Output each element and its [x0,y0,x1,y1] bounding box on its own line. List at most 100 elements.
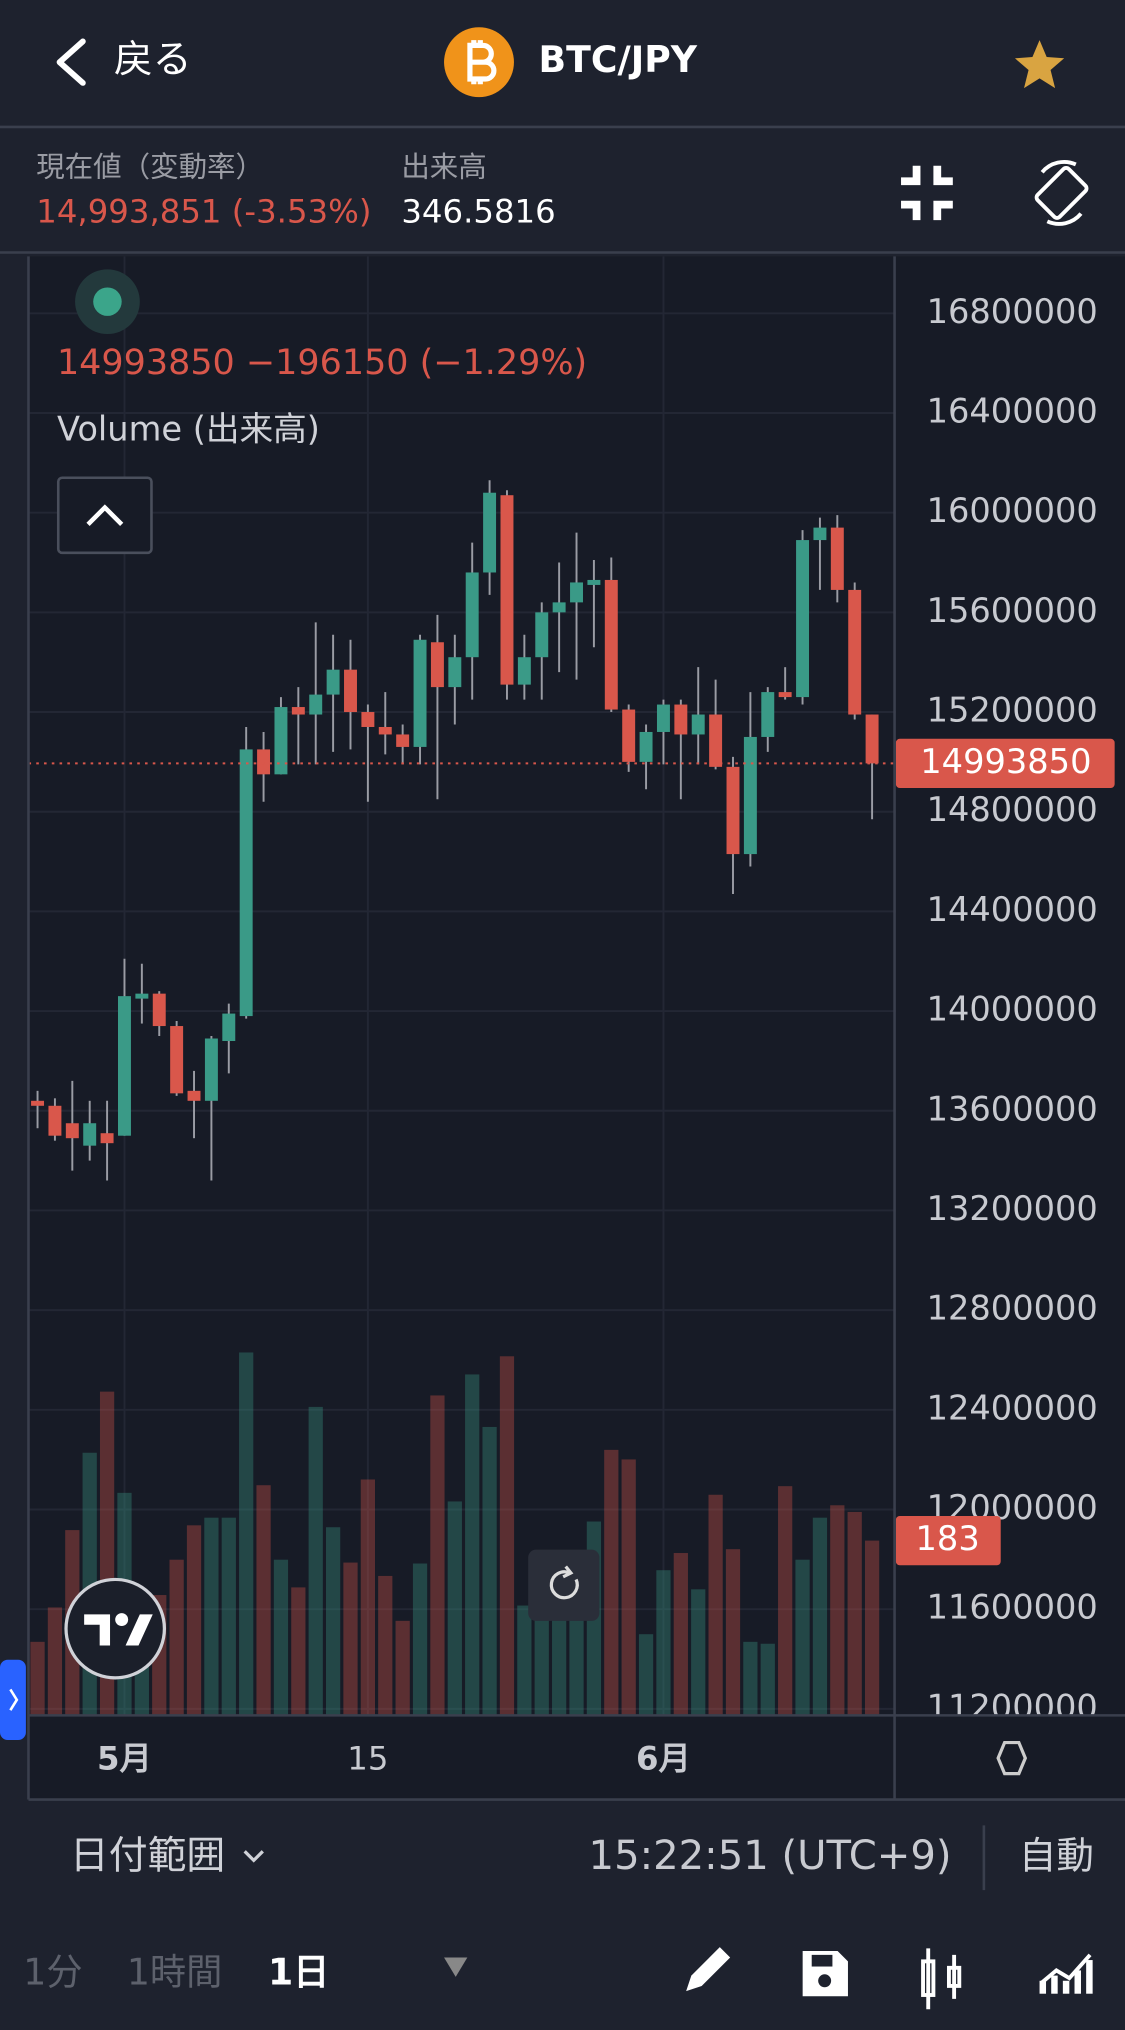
tradingview-mark [115,1613,129,1627]
y-tick-label: 16400000 [927,391,1098,430]
favorite-star[interactable] [1014,40,1065,89]
candle-body [430,642,444,688]
price-value: 14,993,851 (-3.53%) [36,193,371,231]
volume-bar [169,1559,184,1716]
dropdown-icon [243,1850,264,1863]
volume-bar [517,1605,532,1716]
more-intervals[interactable] [444,1957,468,1977]
tradingview-mark [84,1614,153,1646]
candle-body [170,1026,184,1094]
volume-bar [621,1459,636,1716]
price-axis-panel [895,256,1125,1716]
candle-body [413,639,427,747]
tradingview-logo[interactable] [64,1577,167,1680]
collapse-button[interactable] [56,476,153,555]
pair-title: BTC/JPY [539,38,698,81]
candle-body [118,996,131,1136]
candle-body [152,993,166,1027]
volume-bar [239,1352,254,1716]
candle-body [100,1133,114,1144]
candle-body [743,736,757,855]
candle-body [674,704,688,735]
volume-bar [725,1549,741,1716]
candle-body [483,492,497,573]
candle-body [83,1123,97,1146]
exit-fullscreen-icon[interactable] [901,165,953,221]
candle-body [830,527,844,590]
volume-bar [482,1426,497,1716]
volume-bar [360,1479,376,1716]
x-tick-label: 6月 [636,1740,691,1778]
price-label: 現在値（変動率） [36,150,264,183]
reset-button[interactable] [528,1549,600,1621]
date-range-button[interactable]: 日付範囲 [70,1833,225,1878]
volume-bar [847,1511,862,1716]
volume-bar [447,1501,462,1716]
side-handle[interactable] [0,1659,26,1740]
save-icon[interactable] [802,1950,848,1997]
candle-body [587,579,601,585]
volume-bar [673,1553,688,1716]
y-tick-label: 14000000 [927,990,1098,1029]
volume-bar [830,1505,845,1716]
last-volume-badge [895,1516,1001,1566]
draw-icon[interactable] [686,1947,731,1992]
volume-bar [465,1374,480,1716]
volume-bar [47,1607,63,1716]
candle-body [726,766,740,855]
back-button[interactable]: 戻る [114,38,192,83]
last-price-badge [895,738,1115,789]
candle-body [848,589,862,715]
volume-bar [760,1643,775,1716]
candle-body [326,669,340,695]
y-tick-label: 16800000 [927,292,1098,331]
candle-body [761,692,775,737]
volume-bar [204,1517,219,1716]
candle-body [291,707,305,715]
candle-body [135,993,149,999]
grid: 5月 15 6月 [28,256,896,1778]
volume-bar [656,1570,671,1716]
candle-body [691,714,705,735]
candle-body [709,714,723,767]
volume-label: 出来高 [401,150,486,183]
candle-body [396,734,410,747]
candle-body [344,669,357,713]
auto-scale-button[interactable]: 自動 [1019,1833,1094,1877]
y-tick-label: 15600000 [927,591,1098,630]
settings-icon[interactable] [996,1740,1028,1776]
volume-bar [708,1494,723,1716]
candle-body [622,709,636,762]
volume-bar [499,1356,515,1716]
status-dot [93,287,122,316]
interval-button[interactable]: 1日 [268,1950,329,1993]
indicators-icon[interactable] [1039,1953,1093,1994]
volume-bar [256,1485,271,1716]
volume-value: 346.5816 [401,193,555,231]
candle-body [361,712,375,727]
y-tick-label: 15200000 [927,691,1098,730]
candle-body [639,731,653,762]
volume-bar [638,1634,654,1716]
volume-bar [273,1559,289,1716]
y-tick-label: 11600000 [927,1588,1098,1627]
volume-bar [395,1620,410,1716]
candle-body [274,707,288,775]
time-axis-panel [28,1715,1125,1800]
volume-bar [221,1517,236,1716]
volume-bar [30,1641,45,1716]
volume-bar [812,1517,828,1716]
volume-bar [430,1395,445,1716]
candle-body [465,572,479,658]
volume-bar [378,1575,393,1716]
interval-button[interactable]: 1分 [23,1950,82,1993]
side-handle-icon [9,1688,19,1711]
chart-type-icon[interactable] [921,1948,962,2010]
interval-button[interactable]: 1時間 [127,1950,223,1993]
candle-body [309,694,323,715]
rotate-icon[interactable] [1034,159,1089,226]
toolbar: 1分 1時間 1日 [23,1950,329,1993]
back-icon[interactable] [56,38,86,86]
y-tick-label: 14400000 [927,890,1098,929]
